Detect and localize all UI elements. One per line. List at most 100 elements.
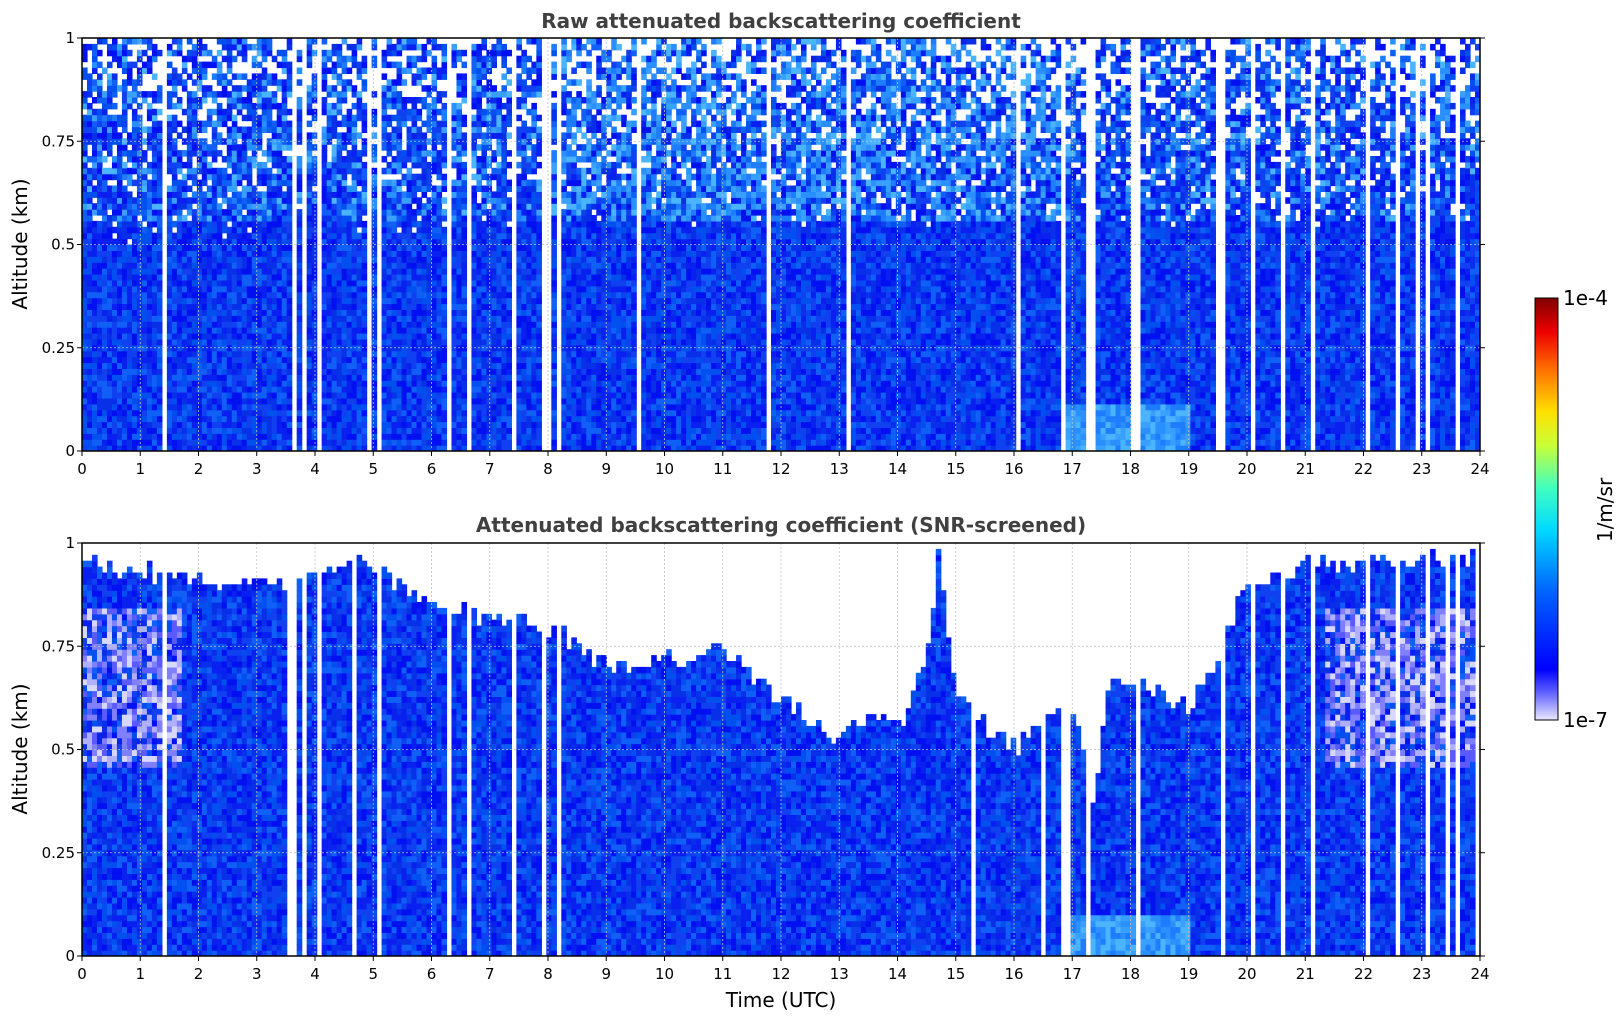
- heatmap-cell: [336, 91, 343, 98]
- heatmap-cell: [456, 315, 463, 322]
- heatmap-cell: [431, 380, 438, 387]
- heatmap-cell: [261, 356, 268, 364]
- heatmap-cell: [351, 392, 358, 399]
- heatmap-cell: [106, 238, 113, 246]
- heatmap-cell: [226, 256, 233, 263]
- heatmap-cell: [421, 161, 428, 169]
- heatmap-cell: [441, 386, 448, 393]
- heatmap-cell: [116, 421, 123, 428]
- heatmap-cell: [266, 185, 273, 192]
- heatmap-cell: [471, 303, 478, 310]
- heatmap-cell: [276, 445, 283, 451]
- heatmap-cell: [186, 333, 193, 340]
- heatmap-cell: [341, 274, 348, 281]
- heatmap-cell: [391, 132, 398, 139]
- heatmap-cell: [236, 368, 243, 375]
- heatmap-cell: [501, 427, 507, 434]
- heatmap-cell: [191, 350, 198, 358]
- heatmap-cell: [96, 333, 103, 340]
- heatmap-cell: [156, 409, 163, 417]
- heatmap-cell: [411, 120, 418, 128]
- heatmap-cell: [491, 356, 497, 364]
- heatmap-cell: [266, 126, 273, 133]
- heatmap-cell: [281, 344, 288, 352]
- heatmap-cell: [86, 315, 93, 322]
- heatmap-cell: [471, 67, 478, 74]
- heatmap-cell: [266, 297, 273, 305]
- heatmap-cell: [151, 150, 158, 157]
- heatmap-cell: [471, 215, 478, 222]
- heatmap-cell: [136, 386, 143, 393]
- heatmap-cell: [396, 279, 403, 287]
- heatmap-cell: [151, 362, 158, 369]
- heatmap-cell: [421, 274, 428, 281]
- heatmap-cell: [306, 274, 313, 281]
- heatmap-cell: [361, 362, 368, 369]
- heatmap-cell: [251, 291, 258, 299]
- heatmap-cell: [271, 362, 278, 369]
- heatmap-cell: [111, 226, 118, 234]
- heatmap-cell: [96, 262, 103, 269]
- heatmap-cell: [256, 350, 263, 358]
- heatmap-cell: [151, 220, 158, 228]
- heatmap-cell: [451, 244, 458, 251]
- heatmap-cell: [141, 197, 148, 204]
- heatmap-cell: [346, 85, 353, 92]
- heatmap-cell: [476, 108, 483, 116]
- heatmap-cell: [326, 226, 333, 234]
- heatmap-cell: [281, 250, 288, 257]
- heatmap-cell: [471, 79, 478, 86]
- heatmap-cell: [126, 415, 133, 423]
- heatmap-cell: [201, 362, 208, 369]
- heatmap-cell: [426, 386, 433, 393]
- heatmap-cell: [491, 392, 497, 399]
- heatmap-cell: [111, 185, 118, 192]
- heatmap-cell: [286, 268, 293, 275]
- heatmap-cell: [351, 173, 358, 181]
- heatmap-cell: [191, 108, 198, 116]
- heatmap-cell: [141, 173, 148, 181]
- heatmap-cell: [396, 338, 403, 346]
- heatmap-cell: [101, 327, 108, 334]
- heatmap-cell: [346, 167, 353, 175]
- heatmap-cell: [421, 150, 428, 157]
- heatmap-cell: [241, 344, 248, 352]
- heatmap-cell: [126, 61, 133, 69]
- heatmap-cell: [331, 274, 338, 281]
- heatmap-cell: [106, 132, 113, 139]
- heatmap-cell: [421, 427, 428, 434]
- heatmap-cell: [381, 55, 388, 63]
- heatmap-cell: [166, 421, 173, 428]
- heatmap-cell: [266, 38, 273, 45]
- heatmap-cell: [286, 161, 293, 169]
- heatmap-cell: [306, 439, 313, 446]
- heatmap-cell: [356, 244, 363, 251]
- heatmap-cell: [241, 291, 248, 299]
- heatmap-cell: [486, 433, 493, 440]
- heatmap-cell: [431, 191, 438, 198]
- heatmap-cell: [231, 126, 238, 133]
- heatmap-cell: [111, 433, 118, 440]
- heatmap-cell: [336, 185, 343, 192]
- heatmap-cell: [416, 362, 423, 369]
- heatmap-cell: [406, 185, 413, 192]
- heatmap-cell: [231, 55, 238, 63]
- heatmap-cell: [321, 279, 328, 287]
- heatmap-cell: [331, 445, 338, 451]
- heatmap-cell: [351, 433, 358, 440]
- heatmap-cell: [186, 268, 193, 275]
- heatmap-cell: [146, 38, 153, 45]
- heatmap-cell: [336, 256, 343, 263]
- heatmap-cell: [86, 409, 93, 417]
- heatmap-cell: [221, 392, 228, 399]
- heatmap-cell: [391, 421, 398, 428]
- heatmap-cell: [401, 397, 408, 405]
- heatmap-cell: [311, 209, 318, 216]
- heatmap-cell: [156, 309, 163, 316]
- heatmap-cell: [276, 403, 283, 411]
- heatmap-cell: [441, 197, 448, 204]
- heatmap-cell: [431, 297, 438, 305]
- heatmap-cell: [471, 197, 478, 204]
- heatmap-cell: [486, 350, 493, 358]
- heatmap-cell: [186, 380, 193, 387]
